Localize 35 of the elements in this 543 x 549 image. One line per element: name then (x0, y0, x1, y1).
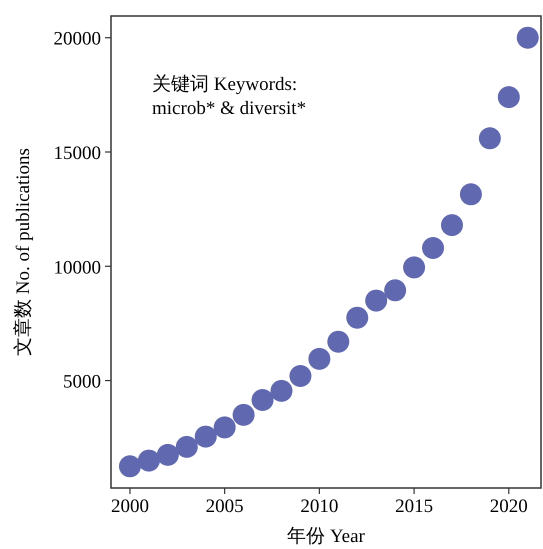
point (516, 26, 539, 49)
annotation: 关键词 Keywords: (152, 74, 298, 95)
point (270, 380, 292, 402)
point (308, 348, 330, 370)
y-axis-title: 文章数 No. of publications (12, 148, 34, 356)
point (232, 404, 255, 426)
point (289, 365, 312, 387)
point (138, 450, 160, 472)
y-tick-label: 20000 (54, 28, 101, 50)
point (252, 389, 274, 411)
point (460, 183, 482, 206)
point (214, 416, 236, 438)
point (422, 237, 444, 259)
point (118, 455, 141, 478)
y-tick-label: 5000 (63, 372, 101, 393)
annotation: microb* & diversit* (152, 98, 306, 119)
point (176, 436, 198, 458)
point (440, 214, 463, 236)
x-axis-title: 年份 Year (287, 526, 366, 547)
point (156, 444, 179, 466)
point (498, 86, 520, 108)
point (346, 306, 368, 329)
point (384, 279, 406, 302)
point (194, 426, 217, 448)
x-tick-label: 2020 (490, 496, 528, 517)
x-tick-label: 2015 (395, 496, 434, 517)
point (365, 290, 388, 312)
point (403, 256, 426, 278)
y-tick-label: 15000 (54, 143, 101, 164)
point (478, 127, 501, 150)
x-tick-label: 2005 (206, 496, 244, 517)
x-tick-label: 2010 (300, 496, 338, 517)
x-tick-label: 2000 (110, 496, 149, 517)
y-tick-label: 10000 (54, 257, 101, 278)
point (327, 330, 350, 353)
